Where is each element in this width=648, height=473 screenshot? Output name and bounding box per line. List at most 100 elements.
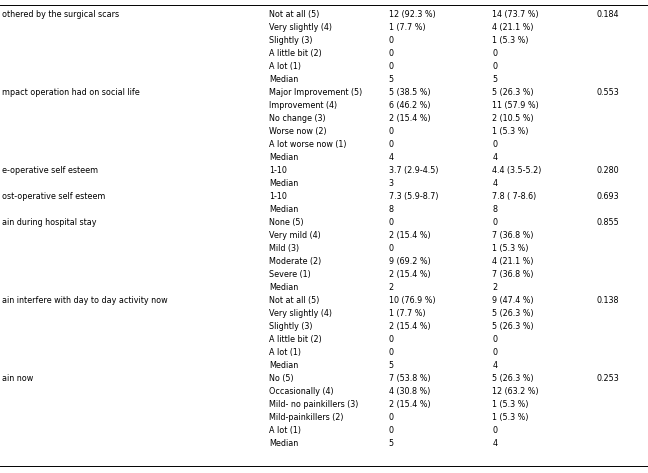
Text: 0: 0 bbox=[389, 62, 394, 71]
Text: 5 (26.3 %): 5 (26.3 %) bbox=[492, 309, 534, 318]
Text: Very slightly (4): Very slightly (4) bbox=[269, 23, 332, 32]
Text: 1 (7.7 %): 1 (7.7 %) bbox=[389, 309, 426, 318]
Text: ain now: ain now bbox=[2, 374, 33, 383]
Text: A little bit (2): A little bit (2) bbox=[269, 49, 321, 58]
Text: 5: 5 bbox=[492, 75, 498, 84]
Text: Occasionally (4): Occasionally (4) bbox=[269, 387, 334, 396]
Text: 6 (46.2 %): 6 (46.2 %) bbox=[389, 101, 430, 110]
Text: 2 (15.4 %): 2 (15.4 %) bbox=[389, 270, 430, 279]
Text: 2 (15.4 %): 2 (15.4 %) bbox=[389, 231, 430, 240]
Text: Moderate (2): Moderate (2) bbox=[269, 257, 321, 266]
Text: 1 (5.3 %): 1 (5.3 %) bbox=[492, 413, 529, 422]
Text: 0.280: 0.280 bbox=[596, 166, 619, 175]
Text: 0.693: 0.693 bbox=[596, 192, 619, 201]
Text: 1 (5.3 %): 1 (5.3 %) bbox=[492, 400, 529, 409]
Text: Median: Median bbox=[269, 179, 298, 188]
Text: Improvement (4): Improvement (4) bbox=[269, 101, 337, 110]
Text: ain interfere with day to day activity now: ain interfere with day to day activity n… bbox=[2, 296, 168, 305]
Text: Mild-painkillers (2): Mild-painkillers (2) bbox=[269, 413, 343, 422]
Text: Median: Median bbox=[269, 439, 298, 448]
Text: 1-10: 1-10 bbox=[269, 192, 287, 201]
Text: Median: Median bbox=[269, 205, 298, 214]
Text: 9 (69.2 %): 9 (69.2 %) bbox=[389, 257, 430, 266]
Text: Not at all (5): Not at all (5) bbox=[269, 10, 319, 19]
Text: ain during hospital stay: ain during hospital stay bbox=[2, 218, 97, 227]
Text: Very slightly (4): Very slightly (4) bbox=[269, 309, 332, 318]
Text: 5: 5 bbox=[389, 361, 394, 370]
Text: A lot (1): A lot (1) bbox=[269, 62, 301, 71]
Text: othered by the surgical scars: othered by the surgical scars bbox=[2, 10, 119, 19]
Text: 8: 8 bbox=[492, 205, 498, 214]
Text: 4: 4 bbox=[389, 153, 394, 162]
Text: 0: 0 bbox=[492, 335, 498, 344]
Text: 4 (21.1 %): 4 (21.1 %) bbox=[492, 257, 534, 266]
Text: 14 (73.7 %): 14 (73.7 %) bbox=[492, 10, 539, 19]
Text: 12 (63.2 %): 12 (63.2 %) bbox=[492, 387, 539, 396]
Text: 1 (7.7 %): 1 (7.7 %) bbox=[389, 23, 426, 32]
Text: 1 (5.3 %): 1 (5.3 %) bbox=[492, 127, 529, 136]
Text: 5 (26.3 %): 5 (26.3 %) bbox=[492, 374, 534, 383]
Text: 3: 3 bbox=[389, 179, 394, 188]
Text: Median: Median bbox=[269, 361, 298, 370]
Text: e-operative self esteem: e-operative self esteem bbox=[2, 166, 98, 175]
Text: Very mild (4): Very mild (4) bbox=[269, 231, 321, 240]
Text: Major Improvement (5): Major Improvement (5) bbox=[269, 88, 362, 97]
Text: 1 (5.3 %): 1 (5.3 %) bbox=[492, 244, 529, 253]
Text: 7 (36.8 %): 7 (36.8 %) bbox=[492, 270, 534, 279]
Text: 0: 0 bbox=[389, 36, 394, 45]
Text: 4: 4 bbox=[492, 179, 498, 188]
Text: 0.138: 0.138 bbox=[596, 296, 619, 305]
Text: Median: Median bbox=[269, 153, 298, 162]
Text: 0.184: 0.184 bbox=[596, 10, 619, 19]
Text: 1 (5.3 %): 1 (5.3 %) bbox=[492, 36, 529, 45]
Text: 0: 0 bbox=[492, 218, 498, 227]
Text: Worse now (2): Worse now (2) bbox=[269, 127, 327, 136]
Text: 0: 0 bbox=[389, 127, 394, 136]
Text: 5: 5 bbox=[389, 439, 394, 448]
Text: 0: 0 bbox=[389, 413, 394, 422]
Text: 4 (21.1 %): 4 (21.1 %) bbox=[492, 23, 534, 32]
Text: Mild- no painkillers (3): Mild- no painkillers (3) bbox=[269, 400, 358, 409]
Text: 0: 0 bbox=[492, 140, 498, 149]
Text: 5: 5 bbox=[389, 75, 394, 84]
Text: 9 (47.4 %): 9 (47.4 %) bbox=[492, 296, 534, 305]
Text: Severe (1): Severe (1) bbox=[269, 270, 310, 279]
Text: 0: 0 bbox=[492, 49, 498, 58]
Text: None (5): None (5) bbox=[269, 218, 303, 227]
Text: 5 (38.5 %): 5 (38.5 %) bbox=[389, 88, 430, 97]
Text: 0: 0 bbox=[389, 335, 394, 344]
Text: 0: 0 bbox=[492, 348, 498, 357]
Text: 0: 0 bbox=[389, 218, 394, 227]
Text: 0: 0 bbox=[389, 348, 394, 357]
Text: 0: 0 bbox=[492, 426, 498, 435]
Text: 0.553: 0.553 bbox=[596, 88, 619, 97]
Text: A lot worse now (1): A lot worse now (1) bbox=[269, 140, 347, 149]
Text: 7.8 ( 7-8.6): 7.8 ( 7-8.6) bbox=[492, 192, 537, 201]
Text: A lot (1): A lot (1) bbox=[269, 348, 301, 357]
Text: No (5): No (5) bbox=[269, 374, 294, 383]
Text: Mild (3): Mild (3) bbox=[269, 244, 299, 253]
Text: 4: 4 bbox=[492, 361, 498, 370]
Text: 2: 2 bbox=[492, 283, 498, 292]
Text: 11 (57.9 %): 11 (57.9 %) bbox=[492, 101, 539, 110]
Text: 0: 0 bbox=[389, 244, 394, 253]
Text: 4: 4 bbox=[492, 153, 498, 162]
Text: 3.7 (2.9-4.5): 3.7 (2.9-4.5) bbox=[389, 166, 438, 175]
Text: 0: 0 bbox=[389, 49, 394, 58]
Text: A lot (1): A lot (1) bbox=[269, 426, 301, 435]
Text: 0.253: 0.253 bbox=[596, 374, 619, 383]
Text: Median: Median bbox=[269, 75, 298, 84]
Text: 4 (30.8 %): 4 (30.8 %) bbox=[389, 387, 430, 396]
Text: ost-operative self esteem: ost-operative self esteem bbox=[2, 192, 106, 201]
Text: 2 (15.4 %): 2 (15.4 %) bbox=[389, 400, 430, 409]
Text: Slightly (3): Slightly (3) bbox=[269, 36, 312, 45]
Text: 4: 4 bbox=[492, 439, 498, 448]
Text: Not at all (5): Not at all (5) bbox=[269, 296, 319, 305]
Text: 2 (10.5 %): 2 (10.5 %) bbox=[492, 114, 534, 123]
Text: 7.3 (5.9-8.7): 7.3 (5.9-8.7) bbox=[389, 192, 438, 201]
Text: No change (3): No change (3) bbox=[269, 114, 325, 123]
Text: 4.4 (3.5-5.2): 4.4 (3.5-5.2) bbox=[492, 166, 542, 175]
Text: 10 (76.9 %): 10 (76.9 %) bbox=[389, 296, 435, 305]
Text: A little bit (2): A little bit (2) bbox=[269, 335, 321, 344]
Text: 1-10: 1-10 bbox=[269, 166, 287, 175]
